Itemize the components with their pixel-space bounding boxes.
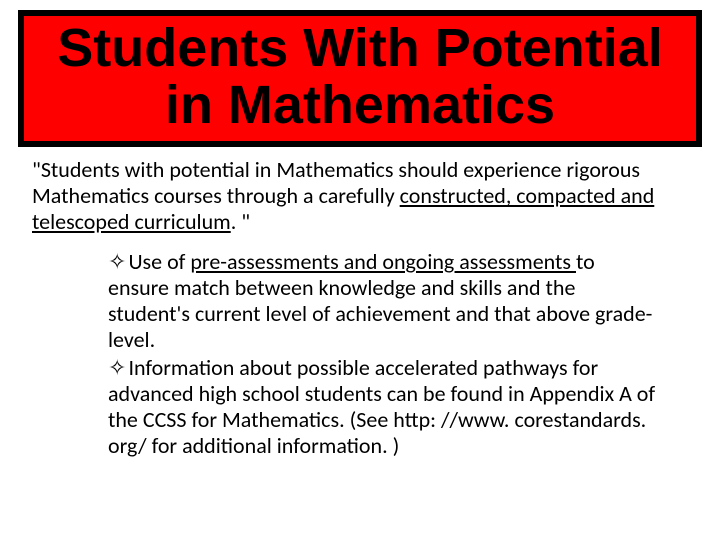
bullet2-text: Information about possible accelerated p… — [108, 354, 655, 459]
diamond-icon: ✧ — [108, 354, 126, 381]
diamond-icon: ✧ — [108, 248, 126, 275]
slide-title: Students With Potential in Mathematics — [34, 20, 686, 133]
quote-text-post: . " — [231, 208, 250, 235]
list-item: ✧Information about possible accelerated … — [108, 355, 660, 459]
bullet1-underlined: pre-assessments and ongoing assessments — [190, 248, 576, 275]
quote-paragraph: "Students with potential in Mathematics … — [32, 157, 680, 235]
bullet1-pre: Use of — [128, 248, 190, 275]
bullet-list: ✧Use of pre-assessments and ongoing asse… — [108, 249, 660, 459]
list-item: ✧Use of pre-assessments and ongoing asse… — [108, 249, 660, 353]
title-box: Students With Potential in Mathematics — [18, 10, 702, 147]
